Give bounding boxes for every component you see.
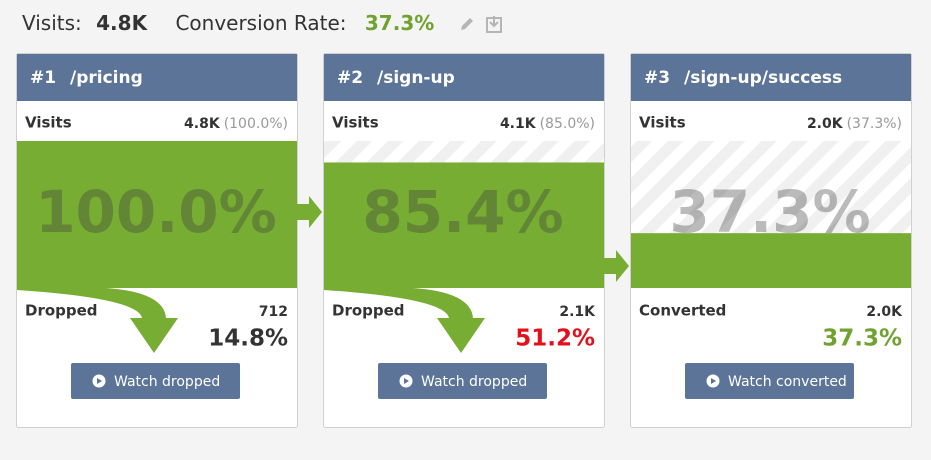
- watch-button[interactable]: Watch converted: [685, 363, 854, 399]
- outcome-count: 712: [259, 304, 288, 320]
- watch-button[interactable]: Watch dropped: [71, 363, 240, 399]
- step-path: /sign-up/success: [684, 68, 842, 88]
- step-number: #2: [337, 68, 363, 88]
- visits-percent: (100.0%): [224, 116, 288, 132]
- conversion-label: Conversion Rate:: [175, 11, 346, 35]
- visits-percent: (37.3%): [847, 116, 902, 132]
- bar: [324, 162, 604, 288]
- outcome-count: 2.1K: [559, 304, 596, 320]
- bar-percent: 100.0%: [35, 178, 277, 246]
- visits-percent: (85.0%): [540, 116, 595, 132]
- visits-info: 4.8K (100.0%): [184, 116, 288, 132]
- step-path: /pricing: [70, 68, 143, 88]
- edit-icon[interactable]: [461, 18, 473, 30]
- visits-label: Visits: [332, 114, 379, 132]
- card-header: [324, 54, 604, 101]
- outcome-label: Dropped: [25, 302, 98, 320]
- play-triangle: [404, 378, 409, 384]
- visits-label: Visits: [25, 114, 72, 132]
- outcome-label: Dropped: [332, 302, 405, 320]
- export-icon[interactable]: [486, 16, 502, 33]
- drop-arrow: [17, 288, 178, 353]
- bar-percent: 85.4%: [362, 178, 563, 246]
- visits-label: Visits:: [22, 11, 82, 35]
- outcome-count: 2.0K: [866, 304, 903, 320]
- outcome-label: Converted: [639, 302, 726, 320]
- step-path: /sign-up: [377, 68, 455, 88]
- step-number: #1: [30, 68, 56, 88]
- button-bg: [71, 363, 240, 399]
- bar: [17, 141, 297, 288]
- watch-button[interactable]: Watch dropped: [378, 363, 547, 399]
- play-triangle: [711, 378, 716, 384]
- button-label: Watch converted: [728, 374, 847, 390]
- play-triangle: [97, 378, 102, 384]
- visits-info: 2.0K (37.3%): [807, 116, 902, 132]
- card-header: [631, 54, 911, 101]
- button-label: Watch dropped: [421, 374, 527, 390]
- visits-value: 4.8K: [96, 11, 148, 35]
- button-label: Watch dropped: [114, 374, 220, 390]
- button-bg: [685, 363, 854, 399]
- summary: Visits: 4.8K Conversion Rate: 37.3%: [22, 11, 434, 35]
- outcome-percent: 14.8%: [208, 326, 288, 352]
- visits-count: 2.0K: [807, 116, 844, 132]
- conversion-value: 37.3%: [365, 11, 434, 35]
- outcome-percent: 51.2%: [515, 326, 595, 352]
- drop-arrow: [324, 288, 485, 353]
- bar-percent: 37.3%: [669, 178, 870, 246]
- button-bg: [378, 363, 547, 399]
- next-arrow: [297, 196, 322, 228]
- bar: [631, 233, 911, 288]
- visits-count: 4.8K: [184, 116, 221, 132]
- visits-label: Visits: [639, 114, 686, 132]
- visits-info: 4.1K (85.0%): [500, 116, 595, 132]
- next-arrow: [604, 250, 629, 282]
- visits-count: 4.1K: [500, 116, 537, 132]
- step-number: #3: [644, 68, 670, 88]
- outcome-percent: 37.3%: [822, 326, 902, 352]
- card-header: [17, 54, 297, 101]
